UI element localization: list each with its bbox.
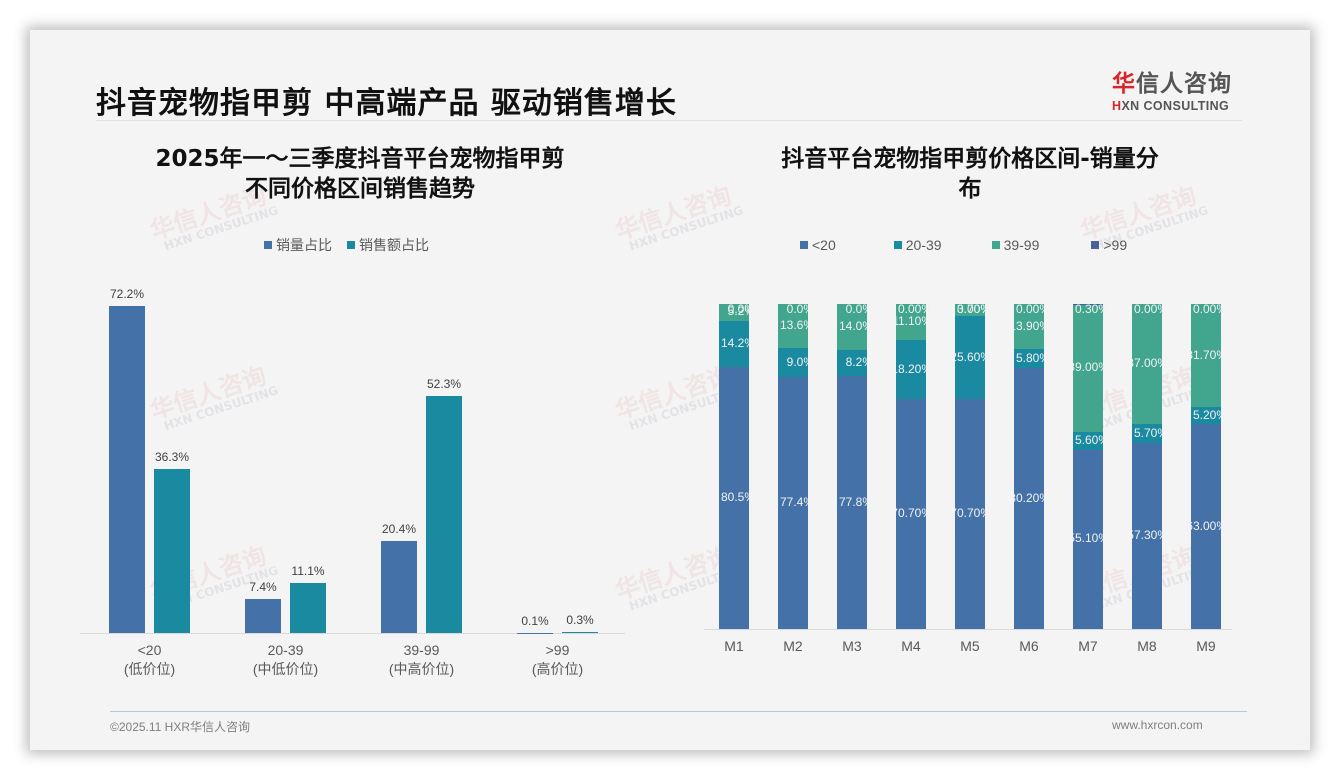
legend-swatch-icon [893, 241, 902, 249]
segment-<20 [778, 377, 808, 629]
category-label: 39-99 (中高价位) [388, 642, 455, 677]
segment-39-99 [1014, 304, 1044, 350]
stacked-bar-M2: 77.4% 9.0% 13.6% 0.0% [778, 304, 812, 629]
bar-volume [381, 540, 417, 633]
legend-swatch-icon [1091, 241, 1100, 249]
month-label: M3 [842, 638, 862, 654]
footer-copyright: ©2025.11 HXR华信人咨询 [110, 720, 250, 734]
stacked-bar-M6: 80.20%5.80%13.90%0.00% [1014, 304, 1048, 629]
category-label: 20-39 (中低价位) [252, 642, 319, 677]
data-label: 36.3% [154, 449, 190, 464]
legend-swatch-icon [347, 241, 355, 249]
month-label: M2 [783, 638, 803, 654]
x-axis-line [704, 629, 1232, 630]
legend-item-39-99: 39-99 [991, 237, 1039, 253]
category-label: <20 (低价位) [123, 642, 176, 677]
segment-39-99 [1191, 304, 1221, 408]
data-label: 20.4% [381, 521, 417, 536]
stacked-bar-M8: 57.30%5.70%37.00%0.00% [1132, 304, 1166, 629]
x-axis-line [80, 633, 625, 634]
bar-volume [245, 599, 281, 633]
brand-logo: 华信人咨询 HXN CONSULTING [1112, 64, 1242, 113]
segment-20-39 [1191, 407, 1221, 425]
segment-<20 [955, 399, 985, 629]
stacked-bar-M9: 63.00%5.20%31.70%0.00% [1191, 304, 1225, 629]
segment-<20 [1132, 442, 1162, 629]
month-label: M4 [901, 638, 921, 654]
bar-revenue [426, 396, 462, 633]
stacked-bar-M4: 70.70%18.20%11.10%0.00% [896, 304, 930, 629]
page-title: 抖音宠物指甲剪 中高端产品 驱动销售增长 [96, 86, 677, 121]
segment-20-39 [955, 316, 985, 400]
footer-divider [110, 711, 1247, 712]
legend-swatch-icon [800, 241, 808, 249]
data-label: 72.2% [109, 287, 145, 301]
bar-revenue [290, 582, 326, 633]
footer-website: www.hxrcon.com [1112, 718, 1203, 732]
right-chart-legend: <20 20-39 39-99 >99 [800, 237, 1127, 253]
category-label: >99 (高价位) [531, 642, 584, 677]
segment-39-99 [837, 304, 867, 350]
legend-item-lt20: <20 [800, 237, 836, 253]
segment-<20 [896, 399, 926, 629]
segment-<20 [719, 367, 749, 629]
stacked-bar-M3: 77.8% 8.2% 14.0% 0.0% [837, 304, 871, 629]
legend-item-revenue: 销售额占比 [347, 235, 429, 255]
segment-20-39 [1014, 349, 1044, 369]
month-label: M8 [1137, 638, 1157, 654]
left-chart-plot: 72.2% 36.3% <20 (低价位) 7.4% 11.1% 20-39 (中低价位) 20… [80, 280, 625, 677]
data-label: 0.3% [566, 612, 594, 627]
legend-item-20-39: 20-39 [893, 237, 942, 253]
logo-cn: 华信人咨询 [1112, 71, 1232, 97]
data-label: 7.4% [249, 580, 277, 595]
segment-20-39 [778, 348, 808, 378]
bar-revenue [562, 631, 598, 633]
stacked-bar-M5: 70.70%25.60%3.70%0.00% [955, 304, 989, 629]
legend-swatch-icon [991, 241, 1000, 249]
segment-39-99 [955, 304, 985, 317]
data-label: 11.1% [291, 563, 325, 578]
month-label: M7 [1078, 638, 1098, 654]
segment-20-39 [1132, 424, 1162, 443]
stacked-bar-M7: 55.10%5.60%39.00%0.30% [1073, 304, 1107, 629]
right-chart-plot: 80.5% 14.2% 5.2% 0.0% M1 77.4% 9.0% 13.6% 0.0% M2… [704, 304, 1232, 664]
right-chart-title-text: 抖音平台宠物指甲剪价格区间-销量分 布 [781, 146, 1159, 202]
bar-revenue [154, 468, 190, 633]
month-label: M6 [1019, 638, 1039, 654]
segment-<20 [837, 376, 867, 629]
segment-20-39 [1073, 431, 1103, 450]
segment-39-99 [719, 304, 749, 321]
legend-item-volume: 销量占比 [264, 235, 332, 255]
left-chart-title: 2025年一～三季度抖音平台宠物指甲剪 不同价格区间销售趋势 [155, 146, 565, 202]
legend-item-gt99: >99 [1091, 237, 1127, 253]
month-label: M1 [724, 638, 744, 654]
bar-volume [109, 306, 145, 633]
stacked-bar-M1: 80.5% 14.2% 5.2% 0.0% [719, 304, 753, 629]
segment-20-39 [719, 320, 749, 368]
legend-swatch-icon [264, 241, 272, 249]
segment-<20 [1014, 368, 1044, 629]
slide: 抖音宠物指甲剪 中高端产品 驱动销售增长 华信人咨询 HXN CONSULTIN… [30, 30, 1310, 750]
segment-20-39 [837, 349, 867, 377]
data-label: 0.1% [521, 613, 549, 628]
segment-<20 [1073, 449, 1103, 629]
logo-en: HXN CONSULTING [1112, 99, 1230, 113]
segment-20-39 [896, 340, 926, 400]
segment-<20 [1191, 424, 1221, 629]
month-label: M5 [960, 638, 980, 654]
segment-39-99 [1132, 304, 1162, 425]
segment-39-99 [896, 304, 926, 341]
segment-39-99 [778, 304, 808, 349]
segment-39-99 [1073, 304, 1103, 432]
data-label: 52.3% [426, 377, 462, 392]
left-chart-legend: 销量占比 销售额占比 [264, 235, 429, 255]
month-label: M9 [1196, 638, 1216, 654]
segment->99 [1073, 304, 1103, 305]
title-divider [96, 120, 1242, 121]
